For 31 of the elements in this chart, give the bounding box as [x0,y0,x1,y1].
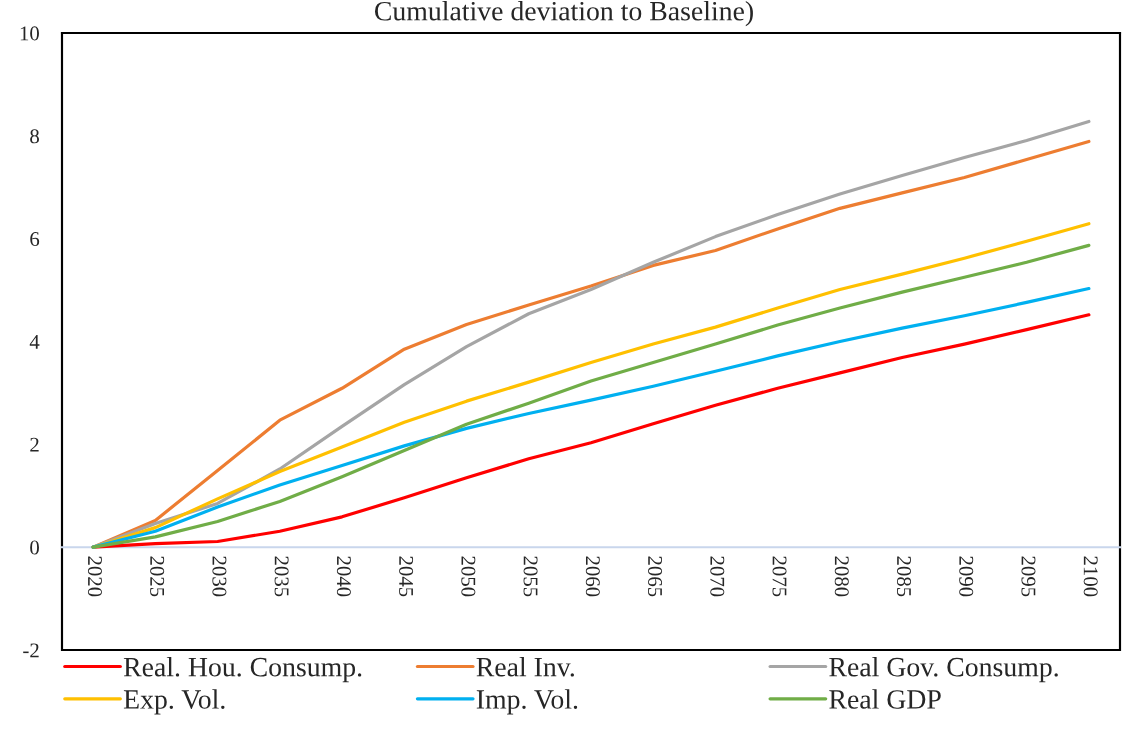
x-tick-label: 2045 [399,556,414,597]
x-tick-label: 2100 [1083,556,1098,597]
x-tick-label: 2080 [834,556,849,597]
x-tick-label: 2075 [772,556,787,597]
x-tick-label: 2065 [648,556,663,597]
legend-label: Real GDP [829,689,941,709]
x-tick-label: 2025 [150,556,165,597]
y-tick-label: -2 [23,643,39,658]
legend-label: Imp. Vol. [476,689,578,715]
x-tick-label: 2060 [585,556,600,597]
legend-label: Real Gov. Consump. [829,656,1058,683]
x-tick-label: 2030 [212,556,227,597]
y-tick-label: 6 [30,232,40,247]
x-tick-label: 2055 [523,556,538,597]
x-tick-label: 2085 [896,556,912,597]
y-tick-label: 2 [30,437,39,452]
legend-label: Real Inv. [476,656,574,677]
y-tick-label: 0 [30,540,39,555]
x-tick-label: 2095 [1021,556,1036,597]
x-tick-label: 2090 [959,556,974,597]
legend-label: Exp. Vol. [123,689,225,715]
x-tick-label: 2050 [461,556,476,597]
x-tick-label: 2040 [336,556,351,597]
x-tick-label: 2035 [274,556,289,597]
legend-label: Real. Hou. Consump. [123,656,362,683]
y-tick-label: 8 [30,129,39,144]
y-tick-label: 4 [29,335,40,349]
x-tick-label: 2020 [87,556,102,597]
x-tick-label: 2070 [710,556,725,597]
chart-title: Cumulative deviation to Baseline) [374,1,753,27]
y-tick-label: 10 [20,26,39,41]
